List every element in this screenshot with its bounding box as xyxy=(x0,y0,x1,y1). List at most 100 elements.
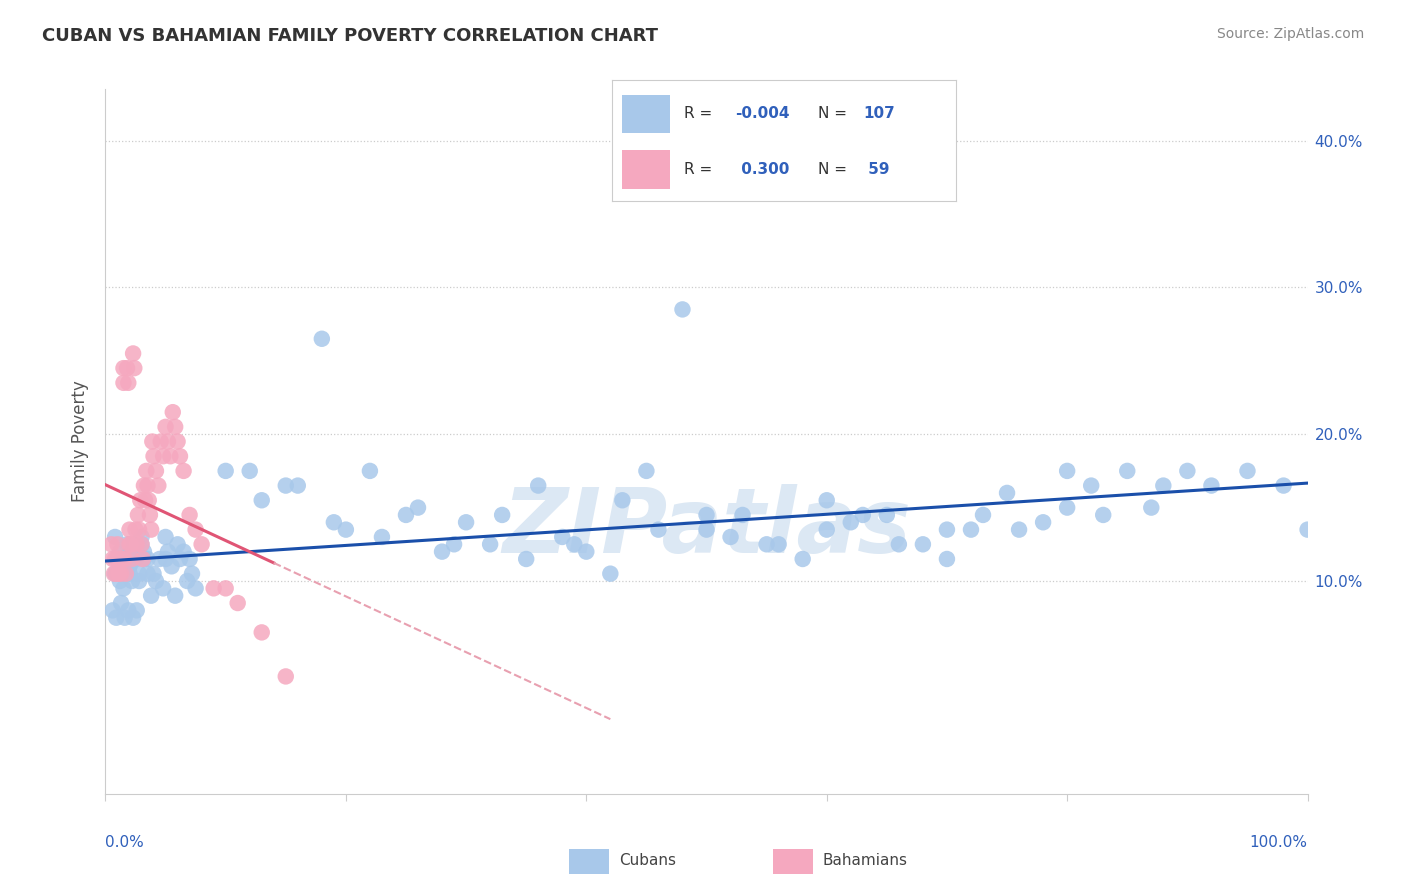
Point xyxy=(148,552,170,566)
Point xyxy=(406,500,429,515)
Text: R =: R = xyxy=(683,106,713,121)
Point xyxy=(138,493,160,508)
Point xyxy=(454,516,477,530)
Point xyxy=(250,625,273,640)
Point xyxy=(132,478,155,492)
Point xyxy=(527,478,550,492)
Point xyxy=(936,523,959,537)
Point xyxy=(117,376,139,390)
Point xyxy=(149,434,172,449)
Point xyxy=(911,537,934,551)
Point xyxy=(274,478,297,492)
Point xyxy=(115,566,138,581)
Point xyxy=(214,464,236,478)
Point xyxy=(876,508,898,522)
Point xyxy=(139,523,162,537)
Text: Cubans: Cubans xyxy=(619,854,676,868)
Point xyxy=(128,523,150,537)
Point xyxy=(131,537,153,551)
Point xyxy=(755,537,778,551)
Point xyxy=(176,574,198,588)
Point xyxy=(112,376,135,390)
Point xyxy=(110,566,132,581)
Point xyxy=(1201,478,1223,492)
Point xyxy=(145,464,167,478)
Point xyxy=(515,552,537,566)
Point xyxy=(160,559,183,574)
Point xyxy=(1056,500,1078,515)
Point xyxy=(395,508,418,522)
Point xyxy=(112,361,135,376)
Text: 100.0%: 100.0% xyxy=(1250,835,1308,850)
Point xyxy=(479,537,502,551)
Point xyxy=(287,478,309,492)
Text: R =: R = xyxy=(683,161,713,177)
Point xyxy=(101,603,124,617)
Point xyxy=(129,493,152,508)
Point xyxy=(135,464,157,478)
Point xyxy=(128,566,150,581)
Point xyxy=(115,361,138,376)
Point xyxy=(100,537,122,551)
Point xyxy=(250,493,273,508)
Point xyxy=(173,464,195,478)
Point xyxy=(115,559,138,574)
Text: 0.0%: 0.0% xyxy=(105,835,145,850)
Point xyxy=(145,574,167,588)
Point xyxy=(131,530,153,544)
Point xyxy=(768,537,790,551)
Text: Source: ZipAtlas.com: Source: ZipAtlas.com xyxy=(1216,27,1364,41)
Point xyxy=(551,530,574,544)
Point xyxy=(121,574,143,588)
Point xyxy=(720,530,742,544)
Point xyxy=(104,552,127,566)
Point xyxy=(647,523,669,537)
Point xyxy=(107,566,129,581)
Point xyxy=(179,552,201,566)
Point xyxy=(815,493,838,508)
Y-axis label: Family Poverty: Family Poverty xyxy=(72,381,90,502)
Point xyxy=(107,552,129,566)
Point xyxy=(136,566,159,581)
Point xyxy=(110,596,132,610)
Point xyxy=(1140,500,1163,515)
Point xyxy=(371,530,394,544)
Point xyxy=(118,559,141,574)
Text: N =: N = xyxy=(818,106,848,121)
Point xyxy=(1032,516,1054,530)
Point xyxy=(124,552,146,566)
Point xyxy=(118,566,141,581)
Point xyxy=(1175,464,1198,478)
Text: Bahamians: Bahamians xyxy=(823,854,907,868)
Text: 107: 107 xyxy=(863,106,894,121)
Text: -0.004: -0.004 xyxy=(735,106,790,121)
Point xyxy=(1092,508,1115,522)
Point xyxy=(155,530,177,544)
Point xyxy=(311,332,333,346)
Point xyxy=(226,596,249,610)
Point xyxy=(696,523,718,537)
Point xyxy=(1236,464,1258,478)
Point xyxy=(108,574,131,588)
Point xyxy=(139,508,162,522)
Point xyxy=(599,566,621,581)
Point xyxy=(173,544,195,558)
Point xyxy=(134,493,156,508)
Point xyxy=(887,537,910,551)
Point xyxy=(169,449,191,463)
Text: CUBAN VS BAHAMIAN FAMILY POVERTY CORRELATION CHART: CUBAN VS BAHAMIAN FAMILY POVERTY CORRELA… xyxy=(42,27,658,45)
Point xyxy=(1152,478,1174,492)
Point xyxy=(169,552,191,566)
Point xyxy=(936,552,959,566)
Point xyxy=(141,434,163,449)
Text: 59: 59 xyxy=(863,161,890,177)
Point xyxy=(125,537,148,551)
Point xyxy=(121,552,143,566)
Point xyxy=(124,523,146,537)
Point xyxy=(121,544,143,558)
Point xyxy=(122,346,145,360)
Point xyxy=(108,552,131,566)
Bar xyxy=(621,95,671,133)
Text: ZIPatlas: ZIPatlas xyxy=(502,483,911,572)
Point xyxy=(136,478,159,492)
